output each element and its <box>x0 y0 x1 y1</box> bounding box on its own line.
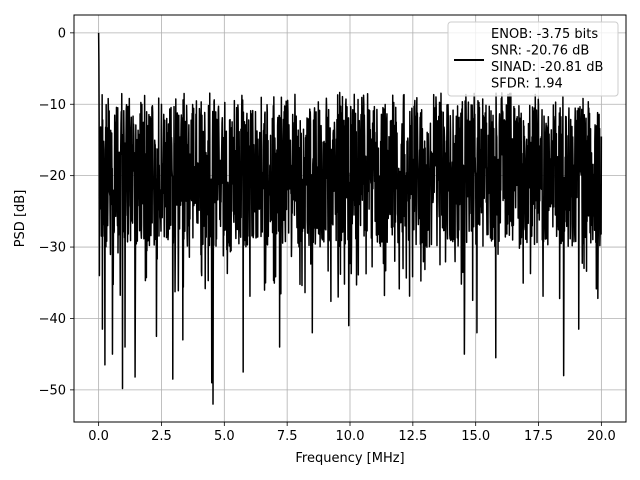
y-tick-label: −20 <box>39 169 66 184</box>
x-tick-label: 10.0 <box>336 429 365 444</box>
x-tick-label: 15.0 <box>461 429 490 444</box>
x-tick-label: 7.5 <box>277 429 298 444</box>
y-axis-label: PSD [dB] <box>13 190 28 248</box>
psd-line-path <box>97 32 603 405</box>
x-tick-label: 12.5 <box>398 429 427 444</box>
y-tick-label: 0 <box>58 26 66 41</box>
axis-ticks: 0.0 2.5 5.0 7.5 10.0 12.5 15.0 17.5 20.0 0 −10 −20 −… <box>39 26 616 444</box>
legend-box <box>447 21 619 97</box>
x-axis-label: Frequency [MHz] <box>295 451 404 466</box>
x-tick-label: 17.5 <box>524 429 553 444</box>
x-tick-label: 5.0 <box>214 429 235 444</box>
x-tick-label: 0.0 <box>88 429 109 444</box>
y-tick-label: −10 <box>39 98 66 113</box>
y-tick-label: −40 <box>39 312 66 327</box>
y-tick-label: −30 <box>39 241 66 256</box>
legend: ENOB: -3.75 bits SNR: -20.76 dB SINAD: -… <box>447 21 619 97</box>
legend-line-sfdr: SFDR: 1.94 <box>491 77 563 92</box>
legend-line-snr: SNR: -20.76 dB <box>491 44 589 59</box>
psd-series-line <box>97 32 603 405</box>
y-tick-label: −50 <box>39 383 66 398</box>
x-tick-label: 20.0 <box>587 429 616 444</box>
legend-line-sinad: SINAD: -20.81 dB <box>491 60 603 75</box>
x-tick-label: 2.5 <box>151 429 172 444</box>
legend-line-enob: ENOB: -3.75 bits <box>491 27 598 42</box>
